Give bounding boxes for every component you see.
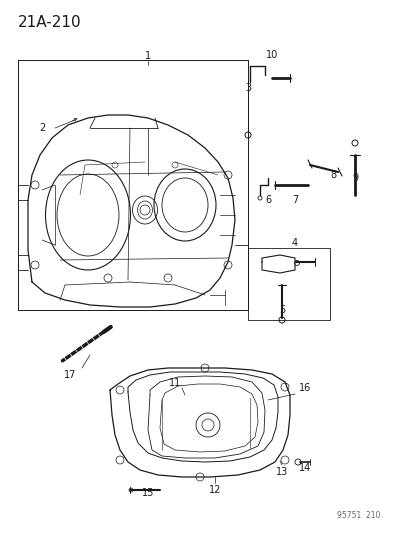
Text: 7: 7 <box>291 195 297 205</box>
Text: 13: 13 <box>275 467 287 477</box>
Text: 5: 5 <box>278 305 285 315</box>
Text: 11: 11 <box>169 378 181 388</box>
Text: 1: 1 <box>145 51 151 61</box>
Text: 21A-210: 21A-210 <box>18 14 81 29</box>
Text: 9: 9 <box>351 173 357 183</box>
Text: 4: 4 <box>291 238 297 248</box>
Text: 17: 17 <box>64 370 76 380</box>
Text: 10: 10 <box>265 50 278 60</box>
Text: 95751  210: 95751 210 <box>336 511 379 520</box>
Text: 12: 12 <box>208 485 221 495</box>
Text: 14: 14 <box>298 463 311 473</box>
Text: 6: 6 <box>264 195 271 205</box>
Text: 16: 16 <box>298 383 311 393</box>
Text: 15: 15 <box>142 488 154 498</box>
Text: 3: 3 <box>244 83 250 93</box>
Text: 8: 8 <box>329 170 335 180</box>
Text: 2: 2 <box>39 123 45 133</box>
